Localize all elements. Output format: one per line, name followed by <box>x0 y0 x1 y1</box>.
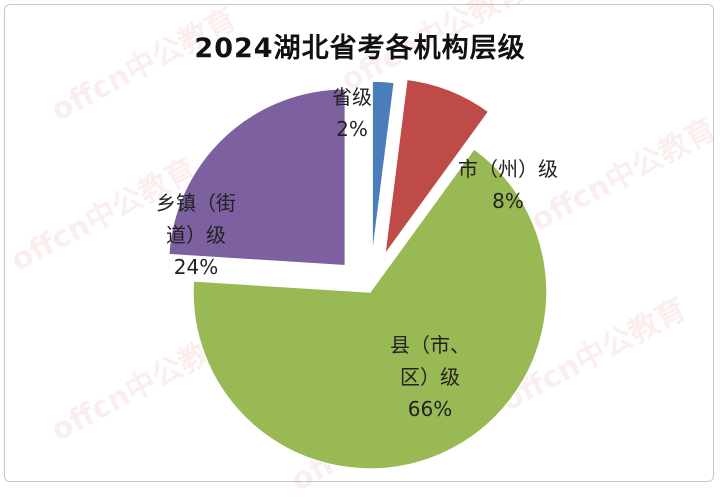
label-city-value: 8% <box>492 189 524 213</box>
slice-township <box>167 88 347 267</box>
slice-county <box>192 147 548 470</box>
slice-city <box>383 78 490 256</box>
chart-title: 2024湖北省考各机构层级 <box>194 33 526 64</box>
label-county-name: 县（市、 <box>390 333 470 357</box>
label-city-name: 市（州）级 <box>458 157 558 181</box>
label-provincial-value: 2% <box>336 117 368 141</box>
slice-provincial <box>371 80 396 259</box>
pie-slices <box>167 78 548 470</box>
label-county-name: 区）级 <box>400 365 460 389</box>
pie-chart: 省级 2% 市（州）级 8% 县（市、区）级 66% 乡镇（街道）级 24% <box>156 78 558 470</box>
slice-labels: 省级 2% 市（州）级 8% 县（市、区）级 66% 乡镇（街道）级 24% <box>156 85 558 421</box>
label-township-value: 24% <box>174 255 218 279</box>
label-county-value: 66% <box>408 397 452 421</box>
label-provincial-name: 省级 <box>332 85 372 109</box>
label-township-name: 乡镇（街 <box>156 191 236 215</box>
label-township-name: 道）级 <box>166 223 226 247</box>
